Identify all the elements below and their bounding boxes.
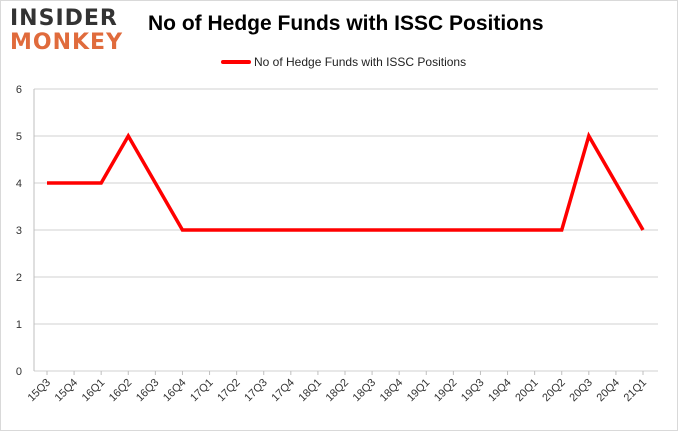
- x-tick-label: 16Q2: [107, 377, 135, 405]
- logo-line-2: MONKEY: [10, 30, 124, 55]
- y-tick-label: 3: [16, 225, 22, 237]
- y-tick-label: 0: [16, 366, 22, 378]
- legend-swatch: [221, 60, 251, 64]
- y-tick-label: 6: [16, 84, 22, 96]
- x-tick-label: 18Q4: [378, 377, 406, 405]
- y-tick-label: 5: [16, 131, 22, 143]
- x-tick-label: 17Q4: [269, 377, 297, 405]
- x-tick-label: 17Q2: [215, 377, 243, 405]
- chart-title: No of Hedge Funds with ISSC Positions: [148, 12, 544, 35]
- x-tick-label: 17Q3: [242, 377, 270, 405]
- y-tick-label: 1: [16, 319, 22, 331]
- y-tick-label: 2: [16, 272, 22, 284]
- x-tick-label: 20Q1: [513, 377, 541, 405]
- logo-line-1: INSIDER: [10, 6, 118, 31]
- x-tick-label: 19Q3: [459, 377, 487, 405]
- x-tick-label: 17Q1: [188, 377, 216, 405]
- x-tick-label: 16Q4: [161, 377, 189, 405]
- legend-label: No of Hedge Funds with ISSC Positions: [254, 55, 467, 69]
- chart-legend: No of Hedge Funds with ISSC Positions: [221, 52, 466, 72]
- x-tick-label: 20Q4: [595, 377, 623, 405]
- x-tick-label: 16Q3: [134, 377, 162, 405]
- x-tick-label: 19Q2: [432, 377, 460, 405]
- x-tick-label: 18Q1: [297, 377, 325, 405]
- x-tick-label: 20Q2: [540, 377, 568, 405]
- x-tick-label: 19Q1: [405, 377, 433, 405]
- x-tick-label: 21Q1: [622, 377, 650, 405]
- x-tick-label: 18Q3: [351, 377, 379, 405]
- x-tick-label: 16Q1: [80, 377, 108, 405]
- x-tick-label: 19Q4: [486, 377, 514, 405]
- x-tick-label: 15Q3: [26, 377, 54, 405]
- y-tick-label: 4: [16, 178, 22, 190]
- x-tick-label: 20Q3: [567, 377, 595, 405]
- insider-monkey-logo: INSIDER MONKEY: [10, 8, 130, 58]
- x-tick-label: 18Q2: [324, 377, 352, 405]
- x-tick-label: 15Q4: [53, 377, 81, 405]
